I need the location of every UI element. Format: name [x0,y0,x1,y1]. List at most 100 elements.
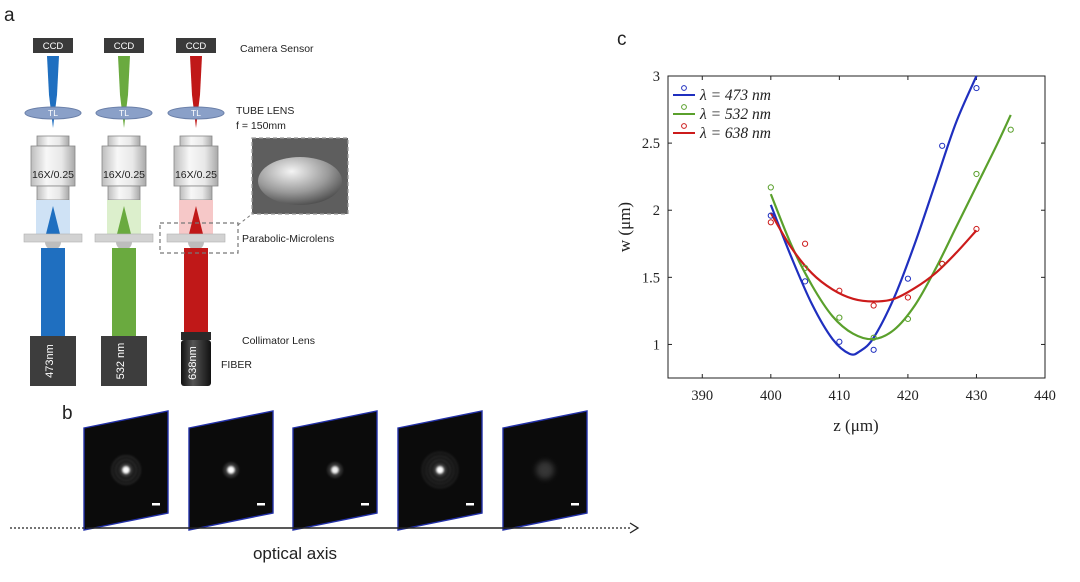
tube-lens [24,106,82,120]
legend-marker [681,104,687,110]
data-point [973,84,980,92]
diffraction-ring [327,462,343,478]
legend-label: λ = 473 nm [699,87,771,104]
focus-frame-3 [292,410,378,531]
data-point [767,212,774,219]
tube-lens-label-text: TUBE LENS [236,105,294,117]
data-point [767,184,774,191]
tube-lens-label: TL [48,108,58,118]
diffraction-ring [118,462,134,478]
laser-source [30,336,76,386]
zoom-connector [237,213,253,226]
panel-b: b optical axis [10,403,640,563]
x-axis-label: z (μm) [833,416,878,435]
scale-bar [361,503,369,506]
collimated-beam [184,248,208,332]
data-point [904,275,912,282]
tube-lens-label: TL [191,108,201,118]
x-tick-label: 390 [691,388,713,404]
collimator-label: Collimator Lens [242,335,315,347]
sem-inset [159,137,349,254]
focus-frame-4 [397,410,483,531]
fiber-connector [181,340,211,386]
data-point [870,346,877,353]
microlens-label: Parabolic-Microlens [242,233,334,245]
optical-column-532: CCD TL 16X/0.25 532 nm [94,38,154,386]
diffraction-ring [111,455,141,485]
scale-bar [257,503,265,506]
converging-beam [47,56,59,128]
data-point [904,315,912,323]
ccd-sensor [33,38,73,53]
objective-body [30,145,76,187]
x-tick-label: 440 [1034,388,1056,404]
optical-axis-arrow [629,522,640,534]
optical-column-638: CCD TL 16X/0.25 638nm [166,38,226,386]
data-point [904,294,912,301]
data-point [801,278,809,285]
data-points [767,84,1014,353]
converging-beam [118,56,130,128]
focus-frame-5 [502,410,588,531]
collimator-lens [181,332,211,340]
objective-nose [107,185,141,201]
panel-a: a CCD TL 16X/0.25 473nm CCD TL [4,5,349,386]
data-point [939,142,946,149]
source-label: 638nm [187,346,199,380]
microlens-highlight-box [159,222,239,254]
scale-bar [152,503,160,506]
focal-spot [330,465,340,475]
legend: λ = 473 nm λ = 532 nm λ = 638 nm [673,85,771,142]
diffraction-ring [425,455,455,485]
ccd-label: CCD [186,41,207,52]
microlens-sem-dome [258,157,342,205]
data-point [767,219,774,226]
legend-marker [681,123,687,129]
focus-cone [45,206,61,238]
microlens-substrate [166,233,226,243]
y-tick-label: 3 [653,69,660,85]
microlens-substrate [94,233,154,243]
diffraction-ring [223,462,239,478]
data-point [801,240,809,247]
optical-axis-label: optical axis [253,544,337,563]
ccd-label: CCD [114,41,135,52]
source-label: 473nm [44,344,56,378]
tube-lens [167,106,225,120]
axis-ticks: 390 400 410 420 430 440 1 1.5 2 2.5 3 [642,69,1056,404]
collimated-beam [112,248,136,336]
panel-c-letter: c [617,29,627,50]
y-tick-label: 2.5 [642,136,660,152]
focus-frame-2 [188,410,274,531]
laser-source [101,336,147,386]
fiber-label: FIBER [221,359,252,371]
objective-nose [179,185,213,201]
scale-bar [466,503,474,506]
camera-sensor-label: Camera Sensor [240,43,314,55]
collimated-beam [41,248,65,336]
data-point [939,260,946,268]
ccd-sensor [176,38,216,53]
y-tick-label: 1.5 [642,270,660,286]
x-tick-label: 410 [828,388,850,404]
ccd-sensor [104,38,144,53]
focus-frame-strip [83,410,588,531]
optical-column-473: CCD TL 16X/0.25 473nm [23,38,83,386]
tube-lens [95,106,153,120]
panel-b-letter: b [62,403,73,424]
panel-a-letter: a [4,5,15,26]
diffuse-spot [536,461,554,479]
microlens-substrate [23,233,83,243]
focal-length-label: f = 150mm [236,120,286,132]
objective-top [179,135,213,147]
ccd-label: CCD [43,41,64,52]
fit-curve [769,212,978,303]
focus-frame-1 [83,410,169,531]
legend-label: λ = 638 nm [699,125,771,142]
diffraction-ring [429,459,451,481]
focus-cone [188,206,204,238]
x-tick-label: 420 [897,388,919,404]
tube-lens-label: TL [119,108,129,118]
data-point [836,287,843,294]
